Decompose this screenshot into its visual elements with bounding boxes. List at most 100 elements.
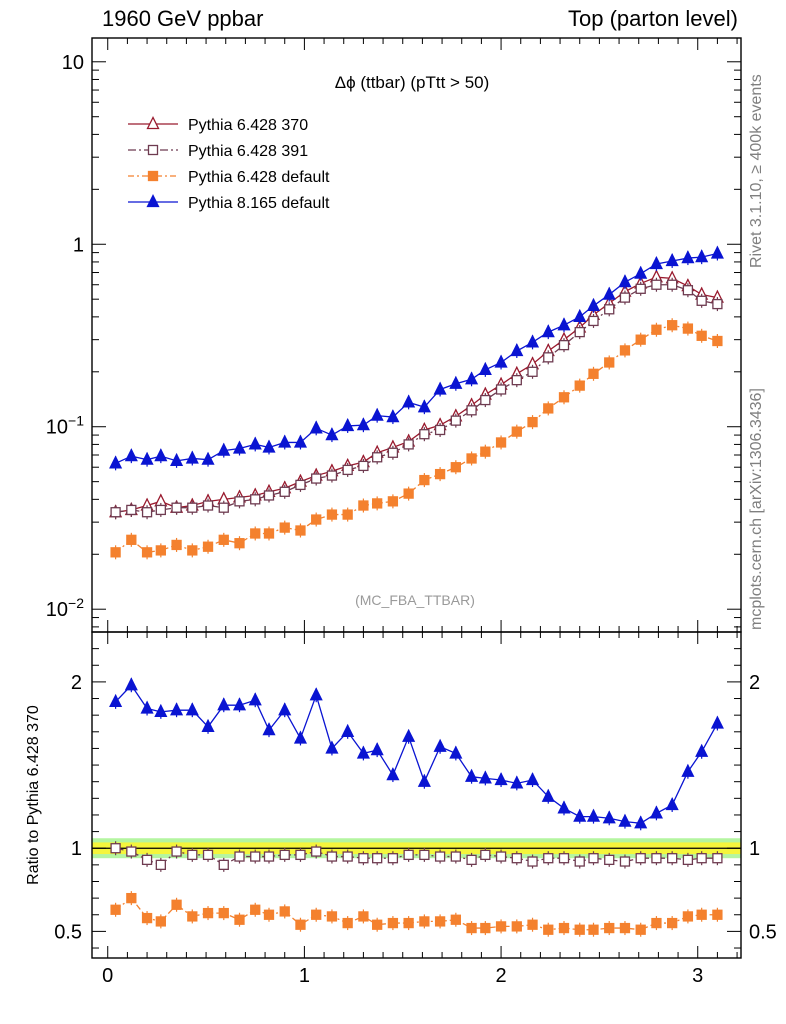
data-point bbox=[171, 502, 182, 513]
data-point bbox=[434, 468, 446, 480]
data-point bbox=[202, 541, 214, 552]
data-point bbox=[419, 429, 430, 440]
data-point bbox=[480, 849, 491, 861]
data-point bbox=[649, 805, 663, 819]
data-point bbox=[155, 859, 166, 871]
data-point bbox=[202, 907, 214, 919]
data-point bbox=[586, 808, 601, 822]
data-point bbox=[124, 448, 138, 462]
data-point bbox=[712, 853, 723, 864]
data-point bbox=[370, 742, 384, 756]
data-point bbox=[187, 911, 198, 922]
data-point bbox=[326, 509, 338, 520]
data-point bbox=[557, 317, 571, 331]
series-0 bbox=[110, 841, 723, 872]
data-point bbox=[667, 320, 678, 331]
legend-marker bbox=[147, 170, 159, 182]
legend-marker bbox=[146, 194, 160, 208]
data-point bbox=[511, 921, 522, 932]
data-point bbox=[466, 854, 477, 866]
data-point bbox=[619, 856, 631, 867]
data-point bbox=[141, 854, 153, 866]
data-point bbox=[262, 722, 276, 736]
data-point bbox=[234, 851, 245, 862]
data-point bbox=[387, 447, 399, 458]
data-point bbox=[417, 399, 431, 413]
data-point bbox=[126, 504, 137, 516]
data-point bbox=[478, 770, 492, 784]
data-point bbox=[465, 768, 479, 782]
series-line bbox=[115, 324, 718, 553]
data-point bbox=[234, 914, 245, 925]
data-point bbox=[543, 853, 554, 864]
data-point bbox=[386, 767, 400, 781]
data-point bbox=[619, 292, 631, 303]
data-point bbox=[434, 424, 446, 436]
data-point bbox=[417, 773, 431, 787]
y-tick-label: 2 bbox=[71, 672, 82, 694]
data-point bbox=[311, 909, 322, 920]
data-point bbox=[525, 772, 540, 786]
series-line bbox=[115, 284, 718, 513]
series-line bbox=[115, 252, 718, 464]
data-point bbox=[248, 436, 262, 450]
data-point bbox=[419, 474, 430, 486]
data-point bbox=[480, 446, 491, 457]
data-point bbox=[187, 545, 198, 556]
data-point bbox=[341, 723, 355, 737]
data-point bbox=[372, 853, 383, 864]
y-tick-label-right: 0.5 bbox=[749, 921, 777, 943]
data-point bbox=[511, 853, 522, 864]
data-point bbox=[525, 334, 540, 348]
data-point bbox=[667, 917, 678, 929]
data-point bbox=[602, 810, 616, 824]
data-point bbox=[201, 718, 215, 732]
legend-label: Pythia 6.428 391 bbox=[188, 143, 308, 160]
y-axis-label: Ratio to Pythia 6.428 370 bbox=[25, 705, 42, 885]
legend-label: Pythia 8.165 default bbox=[188, 195, 330, 212]
data-point bbox=[604, 357, 615, 368]
y-tick-label-right: 1 bbox=[749, 838, 760, 860]
data-point bbox=[187, 502, 198, 513]
data-point bbox=[651, 917, 662, 929]
data-point bbox=[619, 922, 631, 934]
data-point bbox=[433, 738, 447, 752]
series-line bbox=[115, 276, 718, 513]
data-point bbox=[602, 286, 616, 300]
data-point bbox=[171, 899, 182, 910]
data-point bbox=[309, 420, 323, 434]
data-point bbox=[232, 440, 247, 454]
data-point bbox=[557, 800, 571, 814]
x-tick-label: 1 bbox=[299, 965, 310, 987]
legend-label: Pythia 6.428 default bbox=[188, 169, 330, 186]
data-point bbox=[682, 285, 694, 296]
y-tick-label-right: 2 bbox=[749, 672, 760, 694]
data-point bbox=[681, 250, 695, 264]
series-line bbox=[115, 847, 718, 866]
series-2 bbox=[109, 677, 724, 831]
data-point bbox=[250, 904, 261, 915]
x-tick-label: 2 bbox=[496, 965, 507, 987]
data-point bbox=[465, 371, 479, 385]
analysis-watermark: (MC_FBA_TTBAR) bbox=[355, 592, 475, 608]
data-point bbox=[511, 374, 522, 386]
data-point bbox=[311, 846, 322, 857]
data-point bbox=[588, 315, 599, 327]
data-point bbox=[356, 745, 370, 759]
data-point bbox=[248, 692, 262, 706]
data-point bbox=[170, 702, 184, 716]
data-point bbox=[387, 496, 399, 507]
data-point bbox=[710, 245, 724, 259]
data-point bbox=[682, 911, 694, 922]
data-point bbox=[651, 324, 662, 335]
data-point bbox=[619, 345, 631, 356]
data-point bbox=[527, 366, 538, 377]
data-point bbox=[217, 697, 231, 711]
data-point bbox=[433, 381, 447, 395]
data-point bbox=[250, 494, 261, 505]
data-point bbox=[480, 922, 491, 934]
data-point bbox=[618, 813, 632, 827]
data-point bbox=[140, 700, 154, 714]
data-point bbox=[185, 450, 199, 464]
data-point bbox=[387, 917, 399, 929]
